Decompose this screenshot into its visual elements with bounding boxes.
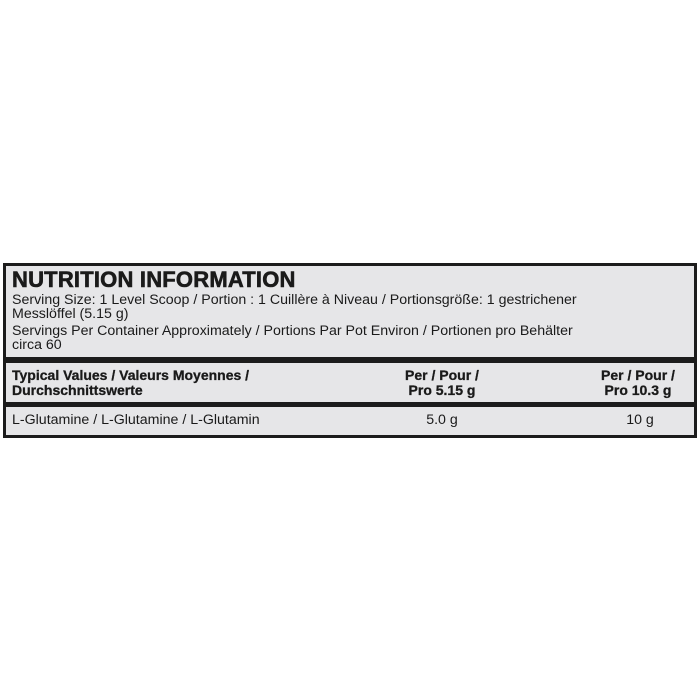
header-line: Pro 5.15 g [408,382,476,398]
serving-size-line2: Messlöffel (5.15 g) [12,306,129,322]
header-line: Typical Values / Valeurs Moyennes / [12,367,250,383]
servings-per-container-line2: circa 60 [12,337,62,353]
divider-bar [6,357,694,363]
header-line: Durchschnittswerte [12,382,143,398]
value-per-serving: 5.0 g [426,412,458,428]
servings-per-container-line1: Servings Per Container Approximately / P… [12,323,573,339]
header-per-double: Per / Pour / Pro 10.3 g [586,367,690,398]
nutrition-label: NUTRITION INFORMATION Serving Size: 1 Le… [3,263,697,438]
header-line: Per / Pour / [601,367,675,383]
label-title: NUTRITION INFORMATION [12,267,296,292]
value-per-double: 10 g [626,412,654,428]
header-line: Pro 10.3 g [604,382,672,398]
divider-bar [6,402,694,407]
nutrient-name: L-Glutamine / L-Glutamine / L-Glutamin [12,412,260,428]
header-line: Per / Pour / [405,367,479,383]
header-per-serving: Per / Pour / Pro 5.15 g [390,367,494,398]
serving-size-line1: Serving Size: 1 Level Scoop / Portion : … [12,292,577,308]
header-typical-values: Typical Values / Valeurs Moyennes / Durc… [12,367,250,398]
